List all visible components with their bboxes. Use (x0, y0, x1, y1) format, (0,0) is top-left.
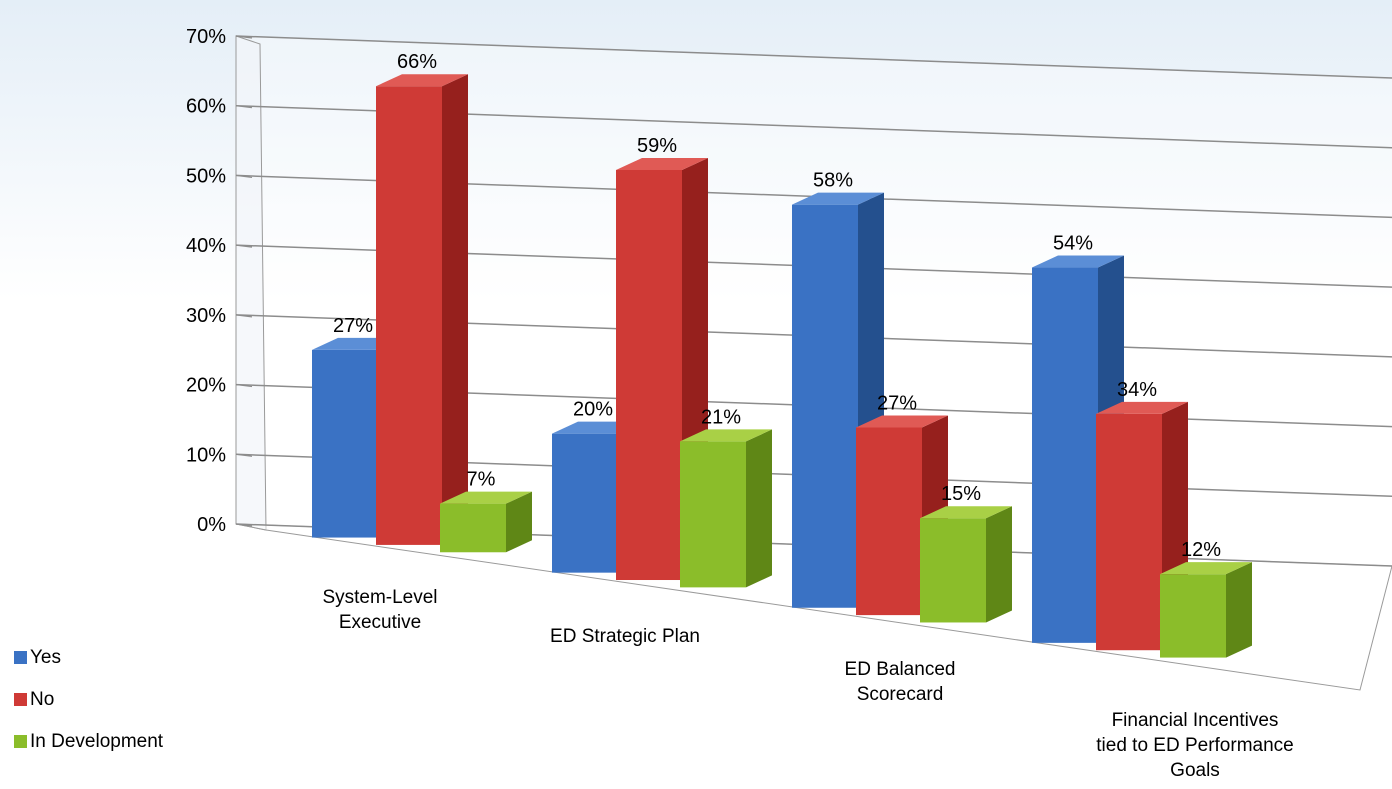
data-label: 66% (397, 51, 437, 73)
side-gridline (235, 453, 253, 457)
side-gridline (235, 314, 253, 318)
bar-top (376, 74, 468, 87)
gridline (235, 35, 1392, 79)
bar-front (1096, 413, 1162, 651)
bar (440, 491, 532, 553)
data-label: 21% (701, 406, 741, 428)
y-axis-tick-labels: 0% 10% 20% 30% 40% 50% 60% 70% (186, 26, 226, 536)
bar-front (1032, 267, 1098, 643)
legend-swatch (14, 651, 27, 664)
y-tick-label: 0% (197, 514, 226, 536)
y-tick-label: 50% (186, 165, 226, 187)
y-tick-label: 20% (186, 375, 226, 397)
bar-side (1226, 562, 1252, 658)
bar-front (376, 86, 442, 545)
data-label: 20% (573, 399, 613, 421)
category-label: ED Balanced Scorecard (845, 659, 956, 705)
legend-swatch (14, 735, 27, 748)
legend-label: Yes (30, 647, 61, 668)
bar-top (616, 157, 708, 170)
data-label: 15% (941, 483, 981, 505)
category-label: System-Level Executive (322, 587, 437, 633)
bar-side (746, 429, 772, 588)
bar (376, 74, 468, 545)
data-label: 58% (813, 170, 853, 192)
bar-front (792, 204, 858, 608)
y-tick-label: 60% (186, 96, 226, 118)
side-gridline (235, 383, 253, 388)
bar-front (552, 433, 618, 573)
data-label: 59% (637, 135, 677, 157)
category-labels: System-Level Executive ED Strategic Plan ED… (322, 587, 1293, 781)
side-gridline (235, 35, 253, 39)
bar-front (440, 503, 506, 553)
bar-side (442, 74, 468, 545)
bar-side (506, 491, 532, 553)
bar (920, 506, 1012, 623)
bar-front (680, 441, 746, 588)
bar-top (1096, 401, 1188, 414)
bar-top (856, 415, 948, 428)
bar-front (312, 349, 378, 538)
data-label: 12% (1181, 539, 1221, 561)
side-gridline (235, 523, 253, 527)
bar-top (792, 192, 884, 205)
bar-front (1160, 574, 1226, 658)
side-gridline (235, 244, 253, 248)
legend-label: No (30, 689, 54, 710)
y-tick-label: 40% (186, 235, 226, 257)
bar-front (920, 518, 986, 623)
y-tick-label: 30% (186, 305, 226, 327)
data-label: 34% (1117, 379, 1157, 401)
legend-swatch (14, 693, 27, 706)
bar-top (1032, 255, 1124, 268)
data-label: 27% (333, 315, 373, 337)
bar-side (986, 506, 1012, 623)
y-tick-label: 10% (186, 444, 226, 466)
data-label: 54% (1053, 233, 1093, 255)
y-tick-label: 70% (186, 26, 226, 48)
bar (680, 429, 772, 588)
data-label: 7% (467, 469, 496, 491)
side-gridline (235, 174, 253, 179)
bar-top (680, 429, 772, 442)
bars (312, 74, 1252, 658)
bar-front (616, 169, 682, 581)
bar-top (920, 506, 1012, 519)
bar-front (856, 427, 922, 616)
category-label: ED Strategic Plan (550, 626, 700, 647)
data-labels: 27% 66% 7% 20% 59% 21% 58% 27% 15% 54% 34% 12% (333, 51, 1221, 561)
bar (1160, 562, 1252, 658)
legend: Yes No In Development (14, 647, 164, 752)
side-gridline (235, 105, 253, 109)
bar-top (1160, 562, 1252, 575)
bar-top (440, 491, 532, 504)
data-label: 27% (877, 392, 917, 414)
category-label: Financial Incentives tied to ED Performan… (1096, 710, 1293, 781)
legend-label: In Development (30, 731, 164, 752)
